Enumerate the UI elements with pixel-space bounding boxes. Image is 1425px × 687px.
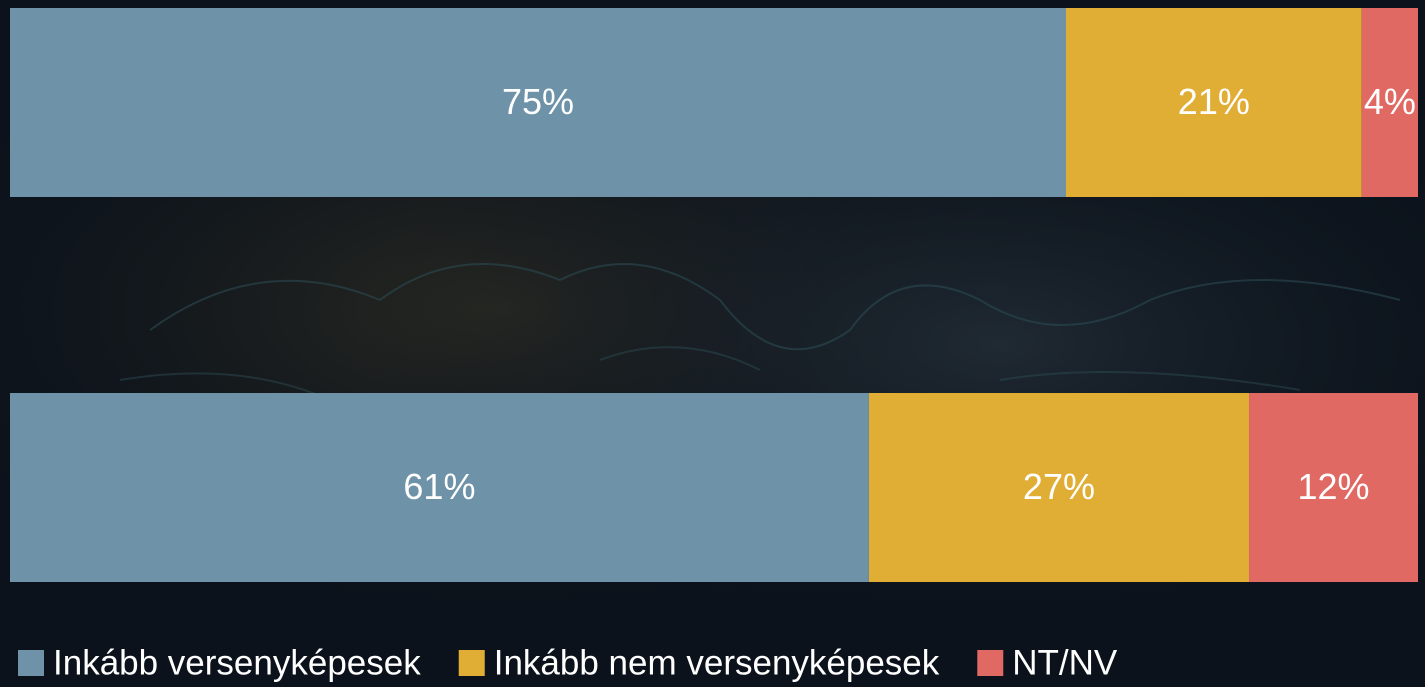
- data-label: 21%: [1178, 81, 1250, 122]
- legend-label: Inkább versenyképesek: [53, 643, 421, 682]
- bar-segment: [1249, 393, 1418, 582]
- legend-swatch: [458, 650, 485, 676]
- data-label: 12%: [1297, 466, 1369, 507]
- map-outline: [119, 346, 1301, 401]
- data-label: 27%: [1023, 466, 1095, 507]
- bar-segment: [10, 393, 869, 582]
- legend-label: Inkább nem versenyképesek: [494, 643, 940, 682]
- map-outline: [149, 263, 1401, 351]
- bar-segment: [10, 8, 1066, 197]
- legend-label: NT/NV: [1012, 643, 1118, 682]
- legend-swatch: [18, 650, 44, 676]
- bar-segment: [868, 393, 1250, 582]
- legend-swatch: [977, 650, 1004, 676]
- bar-segment: [1066, 8, 1362, 197]
- data-label: 61%: [403, 466, 475, 507]
- bar-segment: [1361, 8, 1418, 197]
- data-label: 4%: [1364, 81, 1416, 122]
- data-label: 75%: [502, 81, 574, 122]
